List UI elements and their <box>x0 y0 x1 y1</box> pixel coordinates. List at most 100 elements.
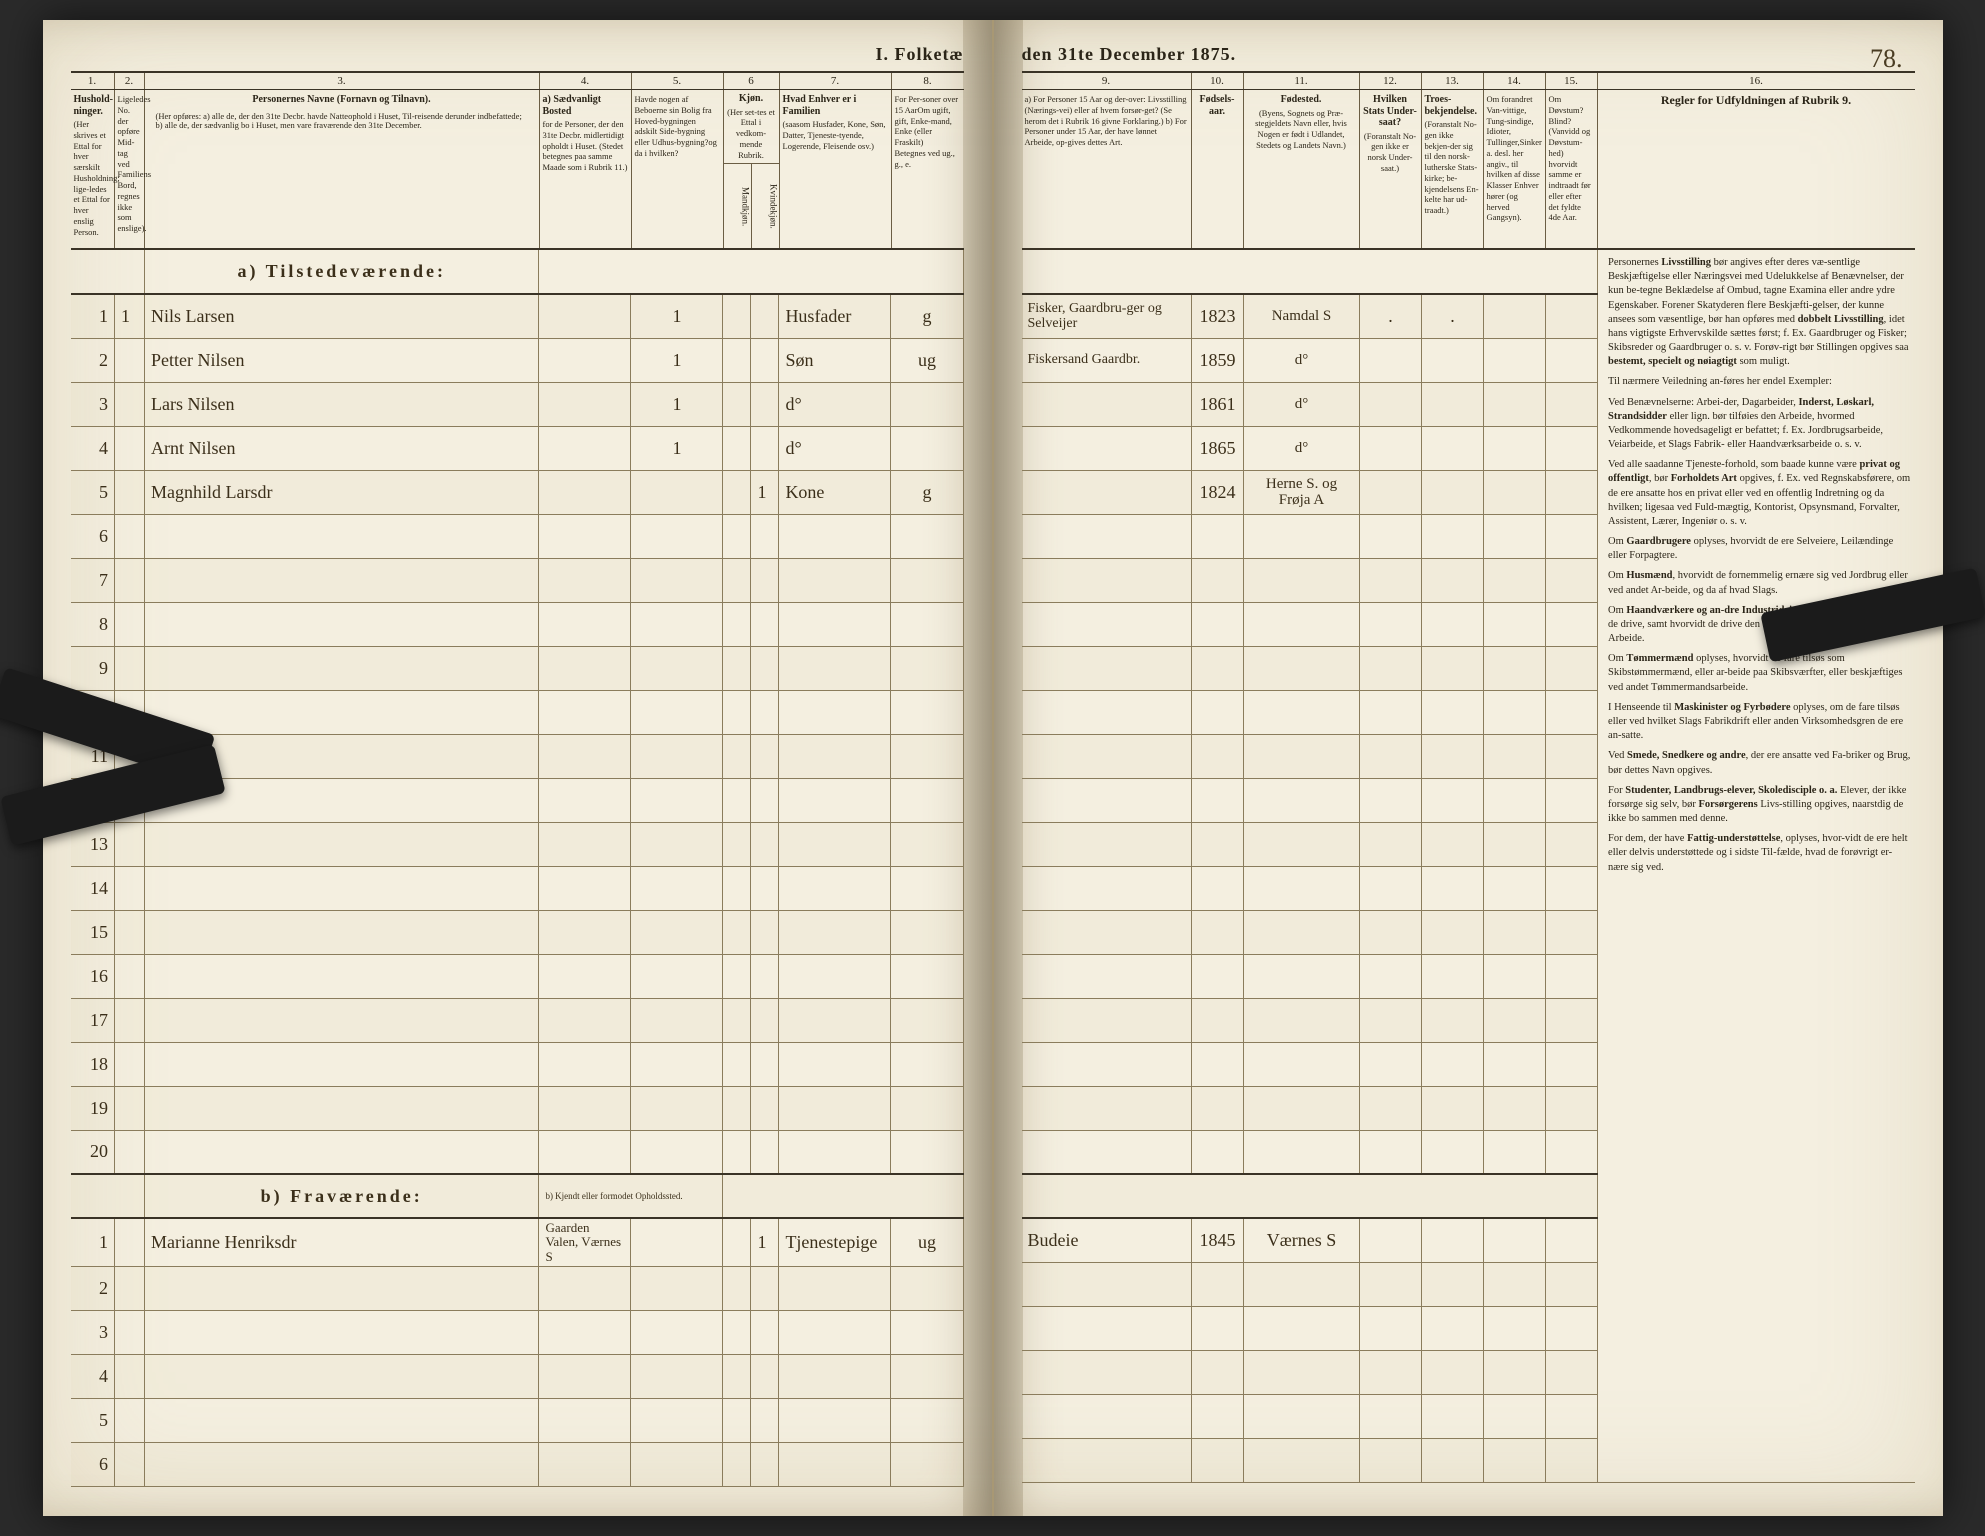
cell <box>1484 514 1546 558</box>
cell <box>115 1398 145 1442</box>
cell <box>539 1266 631 1310</box>
cell <box>1022 998 1192 1042</box>
cell <box>891 690 963 734</box>
cell <box>1244 514 1360 558</box>
cell <box>723 1218 751 1266</box>
cell <box>1022 822 1192 866</box>
colnum: 9. <box>1022 73 1192 89</box>
cell <box>115 910 145 954</box>
cell <box>751 646 779 690</box>
cell: 17 <box>71 998 115 1042</box>
cell: 18 <box>71 1042 115 1086</box>
cell <box>1192 1130 1244 1174</box>
table-row <box>1022 558 1598 602</box>
cell <box>1244 602 1360 646</box>
cell <box>779 822 891 866</box>
cell: Fisker, Gaardbru-ger og Selveijer <box>1022 294 1192 338</box>
table-row: 20 <box>71 1130 964 1174</box>
cell <box>1192 514 1244 558</box>
table-row <box>1022 1130 1598 1174</box>
cell: 20 <box>71 1130 115 1174</box>
cell <box>115 1310 145 1354</box>
cell <box>751 514 779 558</box>
cell <box>1360 822 1422 866</box>
cell <box>1022 1042 1192 1086</box>
hdr-text: (Foranstalt No-gen ikke bekjen-der sig t… <box>1425 119 1479 215</box>
table-row <box>1022 1394 1598 1438</box>
cell <box>631 514 723 558</box>
cell <box>1192 866 1244 910</box>
cell <box>1422 822 1484 866</box>
cell: 1865 <box>1192 426 1244 470</box>
table-row: 13 <box>71 822 964 866</box>
cell <box>1360 1350 1422 1394</box>
cell <box>115 734 145 778</box>
cell <box>751 426 779 470</box>
cell <box>891 558 963 602</box>
cell: ug <box>891 338 963 382</box>
cell <box>1484 822 1546 866</box>
cell <box>1484 690 1546 734</box>
hdr-text: a) For Personer 15 Aar og der-over: Livs… <box>1025 94 1187 147</box>
cell: 3 <box>71 382 115 426</box>
cell <box>1484 338 1546 382</box>
cell <box>145 1354 539 1398</box>
cell <box>723 382 751 426</box>
hdr-label: a) Sædvanligt Bosted <box>543 94 628 117</box>
cell <box>631 954 723 998</box>
cell <box>1022 1394 1192 1438</box>
table-row: 18 <box>71 1042 964 1086</box>
table-row: 4 <box>71 1354 964 1398</box>
cell <box>723 998 751 1042</box>
cell <box>1546 1394 1598 1438</box>
hdr-label: Troes-bekjendelse. <box>1425 94 1480 117</box>
cell: 6 <box>71 1442 115 1486</box>
cell <box>723 1442 751 1486</box>
cell <box>779 1266 891 1310</box>
left-data-grid: a) Tilstedeværende:11Nils Larsen1Husfade… <box>71 250 964 1487</box>
cell <box>1360 1394 1422 1438</box>
cell <box>1360 470 1422 514</box>
title-left: I. Folketæ <box>71 44 964 65</box>
cell <box>1022 778 1192 822</box>
table-row: 17 <box>71 998 964 1042</box>
cell <box>779 646 891 690</box>
cell <box>631 646 723 690</box>
cell: 1 <box>631 294 723 338</box>
cell: 5 <box>71 1398 115 1442</box>
cell <box>1546 866 1598 910</box>
cell: . <box>1360 294 1422 338</box>
cell <box>1022 690 1192 734</box>
cell: Arnt Nilsen <box>145 426 539 470</box>
cell <box>1244 998 1360 1042</box>
cell <box>115 1442 145 1486</box>
cell <box>1360 646 1422 690</box>
cell <box>1422 1042 1484 1086</box>
left-column-numbers: 1. 2. 3. 4. 5. 6 7. 8. <box>71 71 964 90</box>
cell <box>1022 558 1192 602</box>
table-row: 5Magnhild Larsdr1Koneg <box>71 470 964 514</box>
cell <box>1192 822 1244 866</box>
cell: 12 <box>71 778 115 822</box>
cell <box>631 910 723 954</box>
colnum: 16. <box>1598 73 1915 89</box>
cell: 1 <box>631 426 723 470</box>
cell <box>1484 998 1546 1042</box>
cell <box>891 910 963 954</box>
table-row: 15 <box>71 910 964 954</box>
cell <box>1360 1086 1422 1130</box>
cell <box>1546 558 1598 602</box>
cell <box>1546 1350 1598 1394</box>
cell <box>723 690 751 734</box>
hdr-text: (saasom Husfader, Kone, Søn, Datter, Tje… <box>783 119 886 151</box>
table-row: 9 <box>71 646 964 690</box>
cell: 19 <box>71 1086 115 1130</box>
cell <box>1360 1438 1422 1482</box>
cell <box>1022 1306 1192 1350</box>
hdr-label: Fødsels-aar. <box>1195 94 1240 117</box>
hdr-text: (Vanvidd og Døvstum-hed) hvorvidt samme … <box>1549 126 1591 222</box>
cell <box>891 778 963 822</box>
cell <box>1360 1306 1422 1350</box>
cell <box>751 602 779 646</box>
table-row <box>1022 734 1598 778</box>
